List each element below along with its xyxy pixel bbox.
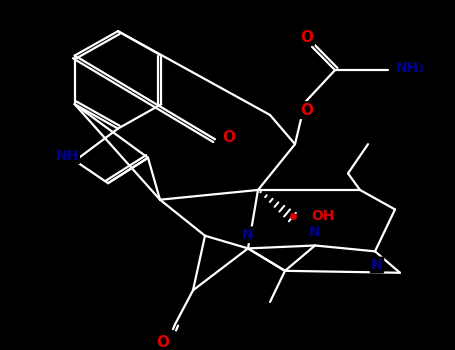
Text: O: O [222, 130, 236, 145]
Text: N: N [371, 258, 383, 272]
Text: NH: NH [56, 149, 79, 163]
Text: N: N [242, 228, 254, 242]
Text: O: O [300, 103, 313, 118]
Text: NH₂: NH₂ [395, 61, 425, 75]
Text: O: O [157, 335, 170, 350]
Text: N: N [309, 225, 321, 239]
Text: OH: OH [311, 209, 335, 223]
Text: O: O [300, 29, 313, 44]
